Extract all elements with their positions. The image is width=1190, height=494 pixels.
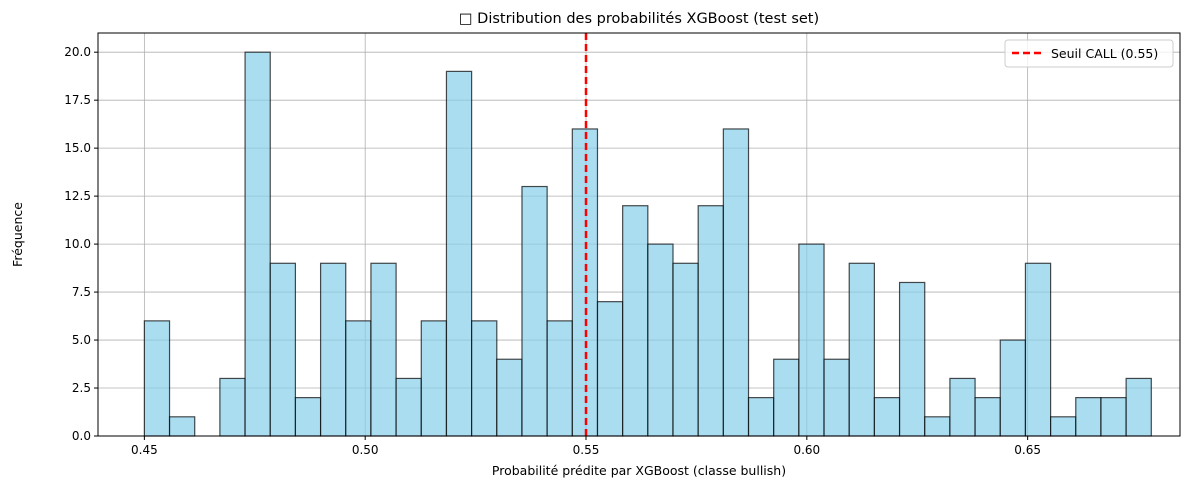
histogram-bars (143, 51, 1152, 437)
histogram-bar-11 (420, 320, 448, 437)
histogram-bar-30 (898, 281, 926, 437)
legend-box (1004, 39, 1174, 68)
histogram-bar-9 (370, 262, 397, 437)
histogram-bar-35 (1024, 262, 1052, 437)
histogram-bar-7 (319, 262, 347, 437)
x-tick-label-0: 0.45 (131, 443, 158, 457)
histogram-bar-3 (219, 377, 246, 437)
plot-frame (97, 32, 1181, 437)
chart-title: □ Distribution des probabilités XGBoost … (459, 11, 819, 27)
x-axis-label: Probabilité prédite par XGBoost (classe … (492, 463, 786, 478)
histogram-bar-27 (823, 358, 850, 437)
histogram-bar-33 (974, 397, 1001, 437)
x-ticks: 0.45 0.50 0.55 0.60 0.65 (131, 436, 1041, 457)
legend: Seuil CALL (0.55) (1004, 39, 1174, 68)
x-tick-label-4: 0.65 (1014, 443, 1041, 457)
y-tick-label-1: 2.5 (72, 381, 91, 395)
y-axis-label: Fréquence (10, 202, 25, 267)
histogram-bar-28 (848, 262, 875, 437)
histogram-bar-37 (1075, 397, 1102, 437)
histogram-bar-39 (1125, 377, 1152, 437)
y-tick-label-2: 5.0 (72, 333, 91, 347)
histogram-bar-10 (395, 377, 422, 437)
histogram-bar-31 (924, 416, 951, 437)
histogram-bar-16 (546, 320, 573, 437)
y-ticks: 0.0 2.5 5.0 7.5 10.0 12.5 15.0 17.5 20.0 (64, 45, 98, 443)
x-tick-label-3: 0.60 (793, 443, 820, 457)
y-tick-label-8: 20.0 (64, 45, 91, 59)
histogram-bar-1 (168, 416, 196, 437)
y-tick-label-5: 12.5 (64, 189, 91, 203)
histogram-bar-15 (521, 185, 548, 437)
histogram-bar-20 (647, 243, 674, 437)
histogram-bar-12 (445, 70, 473, 437)
x-tick-label-2: 0.55 (573, 443, 600, 457)
y-tick-label-0: 0.0 (72, 429, 91, 443)
histogram-bar-8 (345, 320, 372, 437)
histogram-bar-13 (471, 320, 498, 437)
histogram-bar-18 (596, 301, 624, 437)
y-tick-label-4: 10.0 (64, 237, 91, 251)
y-tick-label-6: 15.0 (64, 141, 91, 155)
histogram-bar-19 (622, 205, 649, 437)
y-tick-label-7: 17.5 (64, 93, 91, 107)
x-tick-label-1: 0.50 (352, 443, 379, 457)
histogram-bar-36 (1050, 416, 1077, 437)
histogram-bar-32 (949, 377, 976, 437)
histogram-bar-25 (773, 358, 800, 437)
histogram-bar-26 (798, 243, 825, 437)
histogram-bar-24 (747, 397, 775, 437)
histogram-bar-34 (999, 339, 1027, 437)
histogram-bar-4 (244, 51, 271, 437)
histogram-bar-23 (722, 128, 750, 437)
histogram-bar-5 (269, 262, 297, 437)
histogram-bar-6 (294, 397, 322, 437)
y-tick-label-3: 7.5 (72, 285, 91, 299)
histogram-bar-21 (672, 262, 699, 437)
histogram-bar-38 (1100, 397, 1127, 437)
histogram-bar-14 (496, 358, 523, 437)
histogram-bar-0 (143, 320, 171, 437)
histogram-bar-29 (873, 397, 901, 437)
legend-threshold-label: Seuil CALL (0.55) (1051, 46, 1158, 61)
histogram-bar-22 (697, 205, 724, 437)
